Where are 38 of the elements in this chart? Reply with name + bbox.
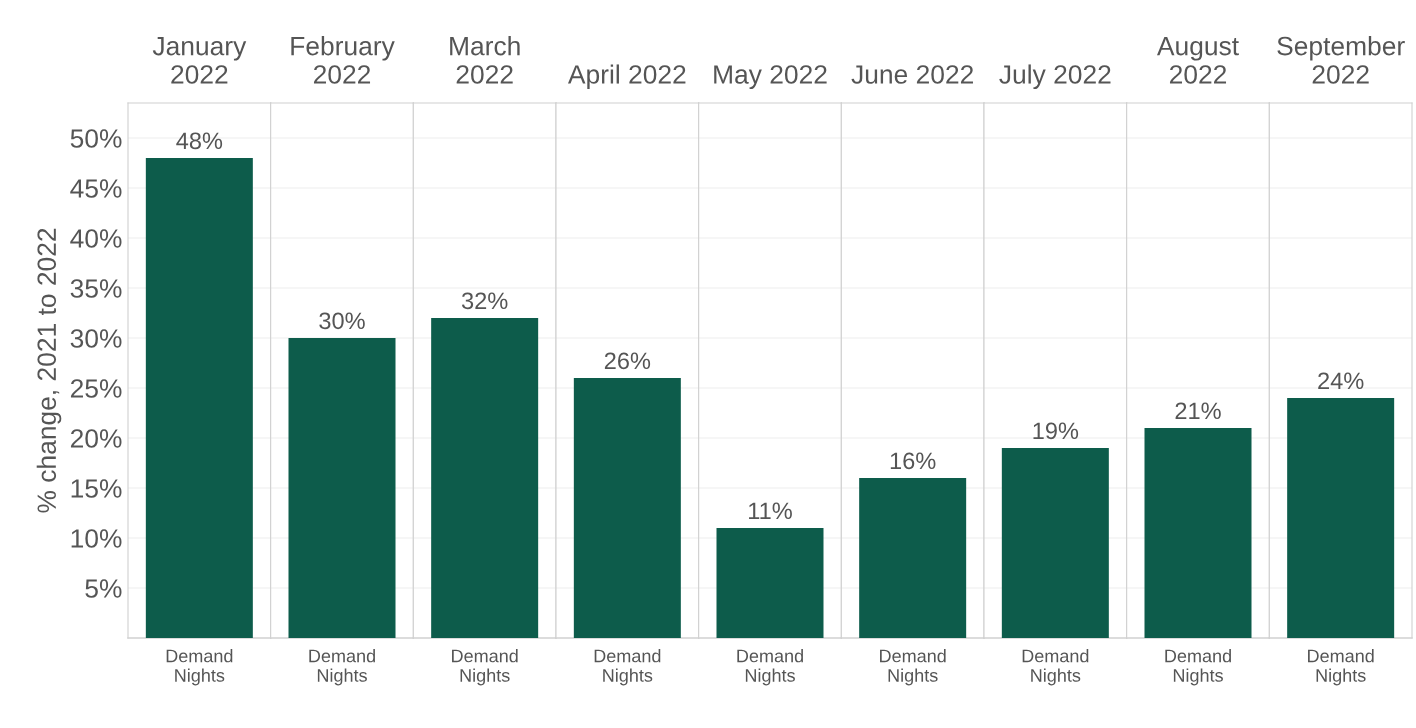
data-label: 11% [749, 502, 792, 520]
chart-title: March 2022 [450, 36, 520, 84]
chart-title: June 2022 [851, 65, 973, 84]
data-label: 30% [319, 312, 365, 330]
y-tick-label: 20% [70, 429, 122, 448]
data-label: 16% [890, 452, 936, 470]
data-label: 48% [176, 132, 223, 150]
data-label: 21% [1175, 402, 1221, 420]
chart-title: January 2022 [152, 36, 247, 84]
y-tick-label: 40% [70, 229, 122, 248]
x-tick-label: Demand Nights [594, 649, 661, 686]
chart-title: April 2022 [567, 64, 686, 90]
y-tick-label: 25% [70, 379, 122, 398]
chart-title: September 2022 [1277, 36, 1405, 84]
x-tick-label: Demand Nights [1308, 649, 1374, 686]
y-tick-label: 5% [85, 579, 122, 598]
y-tick-label: 10% [71, 529, 122, 548]
x-tick-label: Demand Nights [452, 649, 518, 686]
x-tick-label: Demand Nights [737, 649, 803, 686]
y-tick-label: 30% [70, 329, 122, 348]
chart-title: August 2022 [1156, 36, 1239, 84]
data-label: 32% [461, 292, 508, 310]
x-tick-label: Demand Nights [1022, 649, 1089, 686]
x-tick-label: Demand Nights [309, 649, 375, 686]
chart-title: July 2022 [999, 64, 1111, 90]
y-axis-title: % change, 2021 to 2022 [36, 228, 62, 513]
chart-title: February 2022 [291, 36, 395, 84]
x-tick-label: Demand Nights [880, 649, 946, 686]
data-label: 26% [604, 352, 651, 370]
y-tick-label: 50% [70, 129, 122, 148]
data-label: 19% [1033, 422, 1079, 440]
y-tick-label: 15% [71, 479, 122, 498]
y-tick-label: 45% [70, 179, 122, 198]
x-tick-label: Demand Nights [166, 649, 233, 686]
x-tick-label: Demand Nights [1165, 649, 1231, 686]
y-tick-label: 35% [70, 279, 122, 298]
data-label: 24% [1318, 372, 1364, 390]
chart-title: May 2022 [714, 65, 827, 90]
